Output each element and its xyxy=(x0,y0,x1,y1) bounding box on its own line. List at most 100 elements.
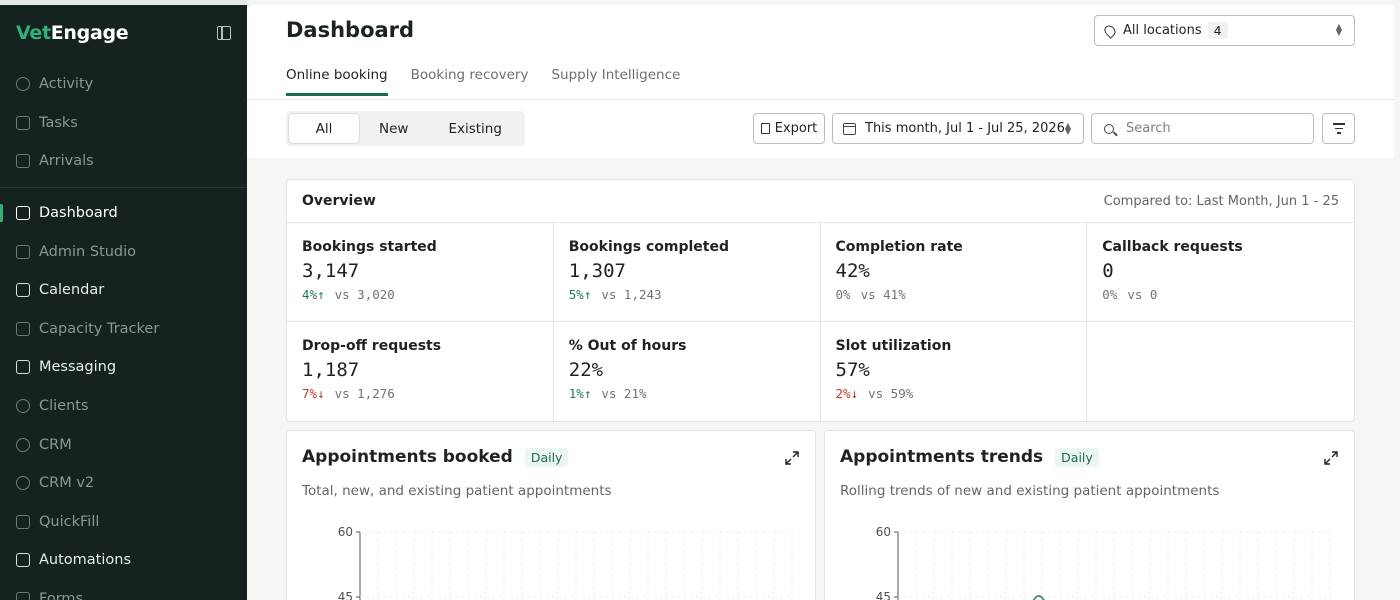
search-input[interactable]: Search xyxy=(1091,113,1314,144)
sidebar-collapse-icon[interactable] xyxy=(217,26,231,40)
sidebar-item-automations[interactable]: Automations xyxy=(0,541,247,580)
appointments-trends-card: Appointments trends Daily Rolling trends… xyxy=(824,430,1355,600)
appointments-booked-chart: 45 60 xyxy=(338,525,793,600)
sidebar-item-crm-v2[interactable]: CRM v2 xyxy=(0,464,247,503)
metric-value: 0 xyxy=(1102,260,1114,282)
metric-value: 42% xyxy=(835,260,870,282)
tab-online-booking[interactable]: Online booking xyxy=(286,67,388,96)
tab-supply-intelligence[interactable]: Supply Intelligence xyxy=(551,67,681,83)
metric-label: Bookings started xyxy=(302,239,437,255)
metric-cell: Callback requests 0 0% vs 0 xyxy=(1087,223,1354,322)
user-icon xyxy=(16,399,30,414)
tab-bar: Online booking Booking recovery Supply I… xyxy=(286,67,680,96)
metric-label: Callback requests xyxy=(1102,239,1243,255)
sidebar-item-label: Forms xyxy=(39,591,84,600)
date-range-select[interactable]: This month, Jul 1 - Jul 25, 2026 ▲ ▼ xyxy=(832,113,1084,144)
file-icon xyxy=(760,123,770,134)
checkbox-icon xyxy=(16,115,30,130)
segment-existing[interactable]: Existing xyxy=(448,120,502,137)
metric-change: 5%↑ xyxy=(568,287,592,302)
sidebar-item-messaging[interactable]: Messaging xyxy=(0,348,247,387)
metric-comparison: vs 1,243 xyxy=(601,287,662,302)
chevron-up-down-icon: ▲ ▼ xyxy=(1064,121,1071,136)
form-icon xyxy=(16,592,30,600)
segment-all[interactable]: All xyxy=(289,114,359,143)
metric-cell: % Out of hours 22% 1%↑ vs 21% xyxy=(554,322,821,421)
message-icon xyxy=(16,360,30,375)
sidebar-item-crm[interactable]: CRM xyxy=(0,425,247,464)
sidebar-item-tasks[interactable]: Tasks xyxy=(0,104,247,143)
location-select[interactable]: All locations 4 ▲ ▼ xyxy=(1094,15,1355,46)
metric-value: 57% xyxy=(835,359,870,381)
metric-change: 7%↓ xyxy=(302,386,325,401)
frequency-badge[interactable]: Daily xyxy=(1055,447,1099,467)
metric-cell: Bookings completed 1,307 5%↑ vs 1,243 xyxy=(553,223,821,322)
sidebar-item-label: Arrivals xyxy=(39,153,94,170)
frequency-badge[interactable]: Daily xyxy=(524,447,569,467)
filter-icon xyxy=(1332,123,1345,125)
tab-booking-recovery[interactable]: Booking recovery xyxy=(410,67,529,83)
sidebar-item-clients[interactable]: Clients xyxy=(0,387,247,426)
patient-type-segmented-control: All New Existing xyxy=(286,111,525,146)
metric-label: Bookings completed xyxy=(568,239,729,255)
sidebar-item-arrivals[interactable]: Arrivals xyxy=(0,142,247,181)
sidebar-item-dashboard[interactable]: Dashboard xyxy=(0,194,247,233)
sidebar-item-forms[interactable]: Forms xyxy=(0,580,247,600)
y-tick-label: 60 xyxy=(338,525,353,539)
expand-icon[interactable] xyxy=(785,451,799,465)
calendar-icon xyxy=(843,122,856,135)
metric-delta: 0% vs 41% xyxy=(836,287,1072,302)
search-icon xyxy=(1104,123,1114,134)
metric-delta: 0% vs 0 xyxy=(1102,287,1339,302)
arrow-up-icon: ↑ xyxy=(583,386,592,401)
sidebar-item-calendar[interactable]: Calendar xyxy=(0,271,247,310)
metric-change: 4%↑ xyxy=(302,287,325,302)
metric-comparison: vs 1,276 xyxy=(334,386,395,401)
sidebar-item-activity[interactable]: Activity xyxy=(0,65,247,104)
metric-label: Completion rate xyxy=(835,239,963,255)
filter-button[interactable] xyxy=(1322,113,1355,144)
card-header: Appointments booked Daily xyxy=(302,447,569,467)
sidebar-divider xyxy=(0,186,247,188)
bar-chart-icon xyxy=(16,321,30,336)
filter-icon-line xyxy=(1334,127,1343,130)
y-tick-label: 60 xyxy=(876,525,891,539)
arrow-up-icon: ↑ xyxy=(583,287,592,302)
metric-delta: 4%↑ vs 3,020 xyxy=(302,287,538,302)
sidebar-item-label: Capacity Tracker xyxy=(39,320,160,337)
sidebar-item-label: Activity xyxy=(39,76,94,93)
sidebar-item-label: Clients xyxy=(39,398,89,415)
sidebar-item-capacity-tracker[interactable]: Capacity Tracker xyxy=(0,310,247,349)
metric-cell: Bookings started 3,147 4%↑ vs 3,020 xyxy=(287,223,554,322)
sidebar-item-label: CRM xyxy=(39,436,72,453)
metric-label: % Out of hours xyxy=(568,338,687,354)
filter-icon-line xyxy=(1336,132,1341,134)
metric-comparison: vs 3,020 xyxy=(334,287,395,302)
y-tick-label: 45 xyxy=(338,590,353,600)
metric-comparison: vs 59% xyxy=(868,386,914,401)
overview-header: Overview Compared to: Last Month, Jun 1 … xyxy=(287,180,1354,223)
gear-icon xyxy=(16,476,30,491)
metric-comparison: vs 21% xyxy=(601,386,647,401)
expand-icon[interactable] xyxy=(1324,451,1338,465)
sidebar-header: VetEngage xyxy=(0,5,247,61)
metric-cell-empty xyxy=(1087,322,1354,421)
metric-label: Drop-off requests xyxy=(302,338,442,354)
chevron-up-down-icon: ▲ ▼ xyxy=(1335,22,1342,37)
sidebar-item-label: Admin Studio xyxy=(39,243,137,260)
tabs-divider xyxy=(247,99,1394,100)
sidebar-item-quickfill[interactable]: QuickFill xyxy=(0,503,247,542)
segment-new[interactable]: New xyxy=(379,120,409,137)
page-title: Dashboard xyxy=(286,18,415,42)
calendar-icon xyxy=(16,283,30,298)
export-button[interactable]: Export xyxy=(753,113,825,144)
trend-line-fragment xyxy=(1032,595,1045,600)
metric-delta: 1%↑ vs 21% xyxy=(569,386,805,401)
toolbar: All New Existing Export This month, Jul … xyxy=(247,100,1394,158)
sidebar-item-admin-studio[interactable]: Admin Studio xyxy=(0,232,247,271)
sidebar-item-label: QuickFill xyxy=(39,513,100,530)
metrics-grid: Bookings started 3,147 4%↑ vs 3,020 Bookings… xyxy=(287,223,1354,421)
card-subtitle: Total, new, and existing patient appoint… xyxy=(302,483,612,499)
logo[interactable]: VetEngage xyxy=(16,22,129,44)
dashboard-content: Overview Compared to: Last Month, Jun 1 … xyxy=(247,158,1394,600)
